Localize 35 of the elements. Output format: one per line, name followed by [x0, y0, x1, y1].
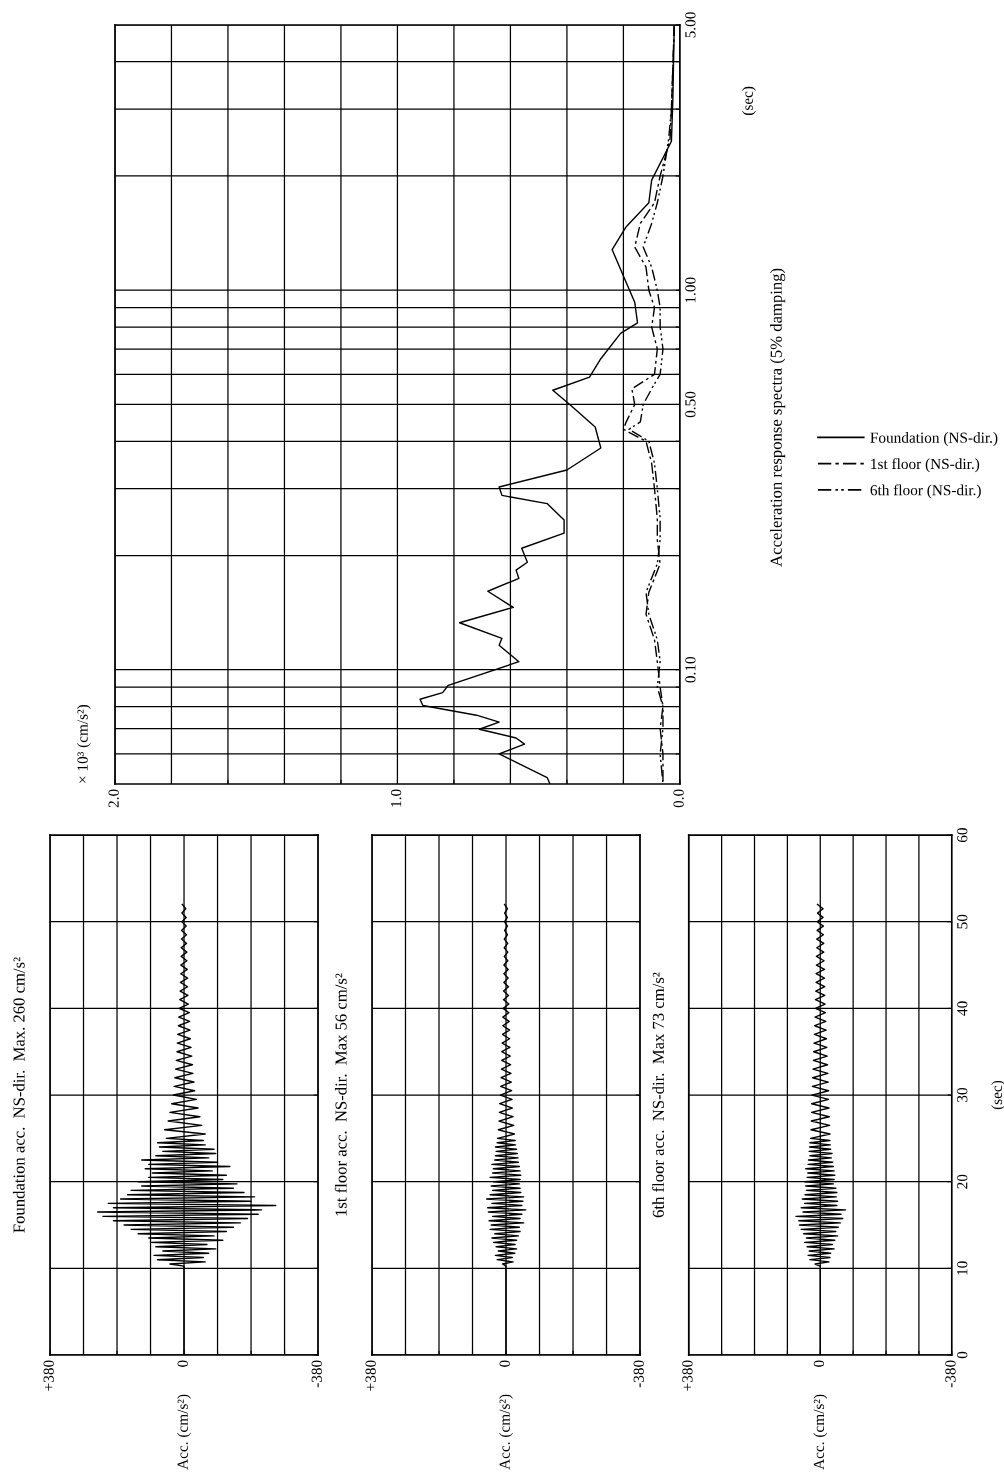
x-tick-label: +380	[682, 1360, 693, 1391]
y-tick-label: 30	[957, 1087, 968, 1102]
text: Foundation acc. NS-dir. Max. 260 cm/s²	[12, 957, 25, 1233]
y-tick-label: 20	[957, 1174, 968, 1189]
x-tick-label: +380	[43, 1360, 54, 1391]
text: 6th floor acc. NS-dir. Max 73 cm/s²	[652, 972, 665, 1218]
x-tick-label: 1.0	[390, 789, 402, 807]
y-tick-label: 50	[957, 914, 968, 929]
text: Acc. (cm/s²)	[813, 1394, 828, 1470]
x-tick-label: +380	[365, 1360, 376, 1391]
x-tick-label: -380	[311, 1360, 322, 1388]
y-tick-label: 10	[957, 1261, 968, 1275]
text: 1st floor acc. NS-dir. Max 56 cm/s²	[334, 973, 347, 1216]
y-tick-label: 0	[957, 1351, 968, 1359]
text: Acc. (cm/s²)	[499, 1394, 513, 1470]
x-tick-label: 2.0	[108, 789, 119, 808]
text: Acc. (cm/s²)	[177, 1394, 191, 1470]
y-tick-label: 0.10	[685, 656, 696, 683]
legend-title: Acceleration response spectra (5% damping)	[770, 268, 786, 567]
y-axis-title: (sec)	[742, 86, 756, 116]
y-tick-label: 5.00	[685, 12, 696, 38]
y-tick-label: 40	[957, 1001, 968, 1016]
x-tick-label: 0.0	[673, 789, 684, 808]
y-tick-label: 0.50	[685, 391, 696, 418]
x-tick-label: 0	[177, 1360, 188, 1367]
legend-label: 1st floor (NS-dir.)	[871, 458, 980, 473]
legend-label: Foundation (NS-dir.)	[870, 432, 998, 446]
text: × 10³ (cm/s²)	[76, 704, 91, 783]
y-tick-label: 1.00	[685, 277, 696, 303]
x-tick-label: 0	[499, 1360, 510, 1367]
y-tick-label: 60	[957, 828, 968, 843]
x-tick-label: -380	[633, 1360, 644, 1388]
x-tick-label: -380	[945, 1360, 956, 1388]
legend-label: 6th floor (NS-dir.)	[870, 484, 981, 499]
x-tick-label: 0	[813, 1360, 825, 1367]
